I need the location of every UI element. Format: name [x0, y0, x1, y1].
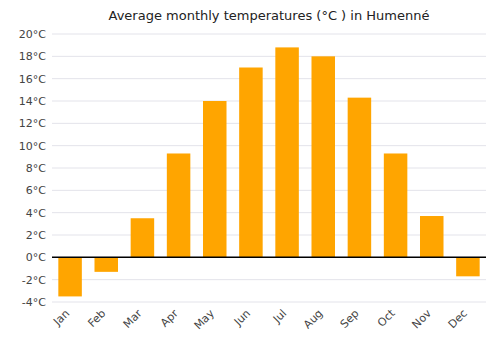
grid-line: [52, 56, 486, 57]
x-tick-label: Jul: [270, 307, 289, 326]
x-tick-label: Oct: [375, 306, 398, 329]
bar: [275, 47, 299, 257]
bar: [384, 153, 408, 257]
grid-line: [52, 145, 486, 146]
y-tick-label: 6°C: [26, 184, 46, 197]
grid-line: [52, 123, 486, 124]
bar: [348, 98, 372, 258]
grid-line: [52, 101, 486, 102]
grid-line: [52, 257, 486, 258]
zero-line: [52, 257, 486, 259]
x-tick-label: Jan: [50, 307, 72, 329]
y-tick-label: 4°C: [26, 207, 46, 220]
x-tick-label: Apr: [158, 307, 181, 330]
y-tick-label: -4°C: [22, 296, 46, 309]
bar: [311, 56, 335, 257]
grid-line: [52, 190, 486, 191]
y-tick-label: 10°C: [19, 140, 46, 153]
y-tick-label: 8°C: [26, 162, 46, 175]
y-tick-label: -2°C: [22, 274, 46, 287]
y-tick-label: 12°C: [19, 117, 46, 130]
x-tick-label: May: [192, 307, 218, 333]
title: Average monthly temperatures (°C ) in Hu…: [109, 8, 430, 23]
y-tick-label: 2°C: [26, 229, 46, 242]
bar: [239, 68, 263, 258]
chart: Average monthly temperatures (°C ) in Hu…: [0, 0, 500, 350]
x-tick-label: Mar: [121, 307, 145, 331]
bar: [456, 257, 480, 276]
x-tick-label: Jun: [231, 307, 253, 329]
grid-line: [52, 212, 486, 213]
bar: [131, 218, 155, 257]
y-tick-label: 0°C: [26, 251, 46, 264]
x-tick-label: Feb: [85, 307, 108, 330]
bars: [52, 47, 486, 296]
grid-line: [52, 34, 486, 35]
bar: [58, 257, 82, 296]
x-tick-label: Aug: [301, 307, 325, 331]
y-tick-label: 16°C: [19, 73, 46, 86]
bar: [94, 257, 118, 272]
grid-line: [52, 302, 486, 303]
x-tick-label: Sep: [338, 307, 362, 331]
y-tick-label: 14°C: [19, 95, 46, 108]
bar: [167, 153, 191, 257]
grid-line: [52, 168, 486, 169]
x-tick-label: Nov: [409, 307, 434, 332]
grid-line: [52, 78, 486, 79]
y-tick-label: 20°C: [19, 28, 46, 41]
bar: [203, 101, 227, 257]
x-tick-label: Dec: [446, 307, 470, 331]
bar: [420, 216, 444, 257]
grid: [52, 34, 486, 302]
grid-line: [52, 279, 486, 280]
y-tick-label: 18°C: [19, 50, 46, 63]
